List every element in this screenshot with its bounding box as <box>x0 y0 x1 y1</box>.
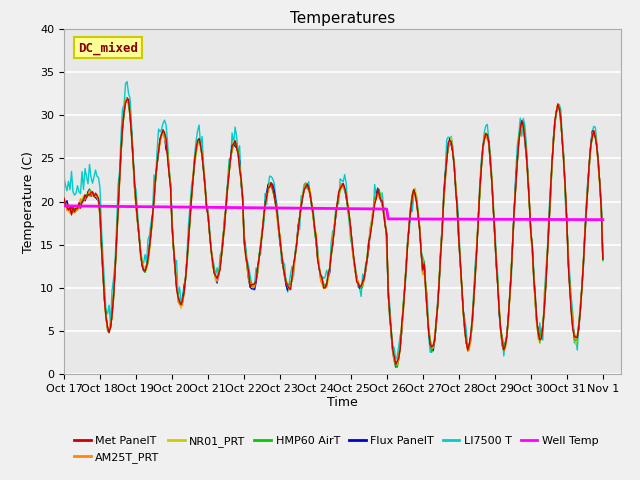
AM25T_PRT <box>240 240 248 246</box>
Met PanelT <box>240 238 248 244</box>
Legend: Met PanelT, AM25T_PRT, NR01_PRT, HMP60 AirT, Flux PanelT, LI7500 T, Well Temp: Met PanelT, AM25T_PRT, NR01_PRT, HMP60 A… <box>70 432 603 467</box>
LI7500 T <box>392 357 399 362</box>
Met PanelT <box>298 203 305 208</box>
Met PanelT <box>392 361 399 367</box>
LI7500 T <box>572 336 580 342</box>
Well Temp <box>296 205 303 211</box>
HMP60 AirT <box>249 284 257 289</box>
Line: Met PanelT: Met PanelT <box>64 99 603 364</box>
Well Temp <box>60 203 68 209</box>
Flux PanelT <box>599 256 607 262</box>
X-axis label: Time: Time <box>327 396 358 408</box>
AM25T_PRT <box>222 204 230 209</box>
NR01_PRT <box>394 363 401 369</box>
Well Temp <box>569 216 577 222</box>
HMP60 AirT <box>599 258 607 264</box>
HMP60 AirT <box>298 203 305 208</box>
LI7500 T <box>123 79 131 84</box>
Flux PanelT <box>572 339 580 345</box>
NR01_PRT <box>599 254 607 260</box>
Met PanelT <box>125 96 132 102</box>
NR01_PRT <box>60 195 68 201</box>
Flux PanelT <box>240 235 248 240</box>
NR01_PRT <box>123 96 131 102</box>
Flux PanelT <box>249 286 257 291</box>
HMP60 AirT <box>572 337 580 343</box>
LI7500 T <box>599 253 607 259</box>
Met PanelT <box>222 203 230 208</box>
NR01_PRT <box>249 285 257 291</box>
AM25T_PRT <box>298 199 305 204</box>
Flux PanelT <box>123 95 131 101</box>
Well Temp <box>599 217 607 223</box>
HMP60 AirT <box>128 130 136 136</box>
Met PanelT <box>128 133 136 139</box>
Met PanelT <box>249 281 257 287</box>
HMP60 AirT <box>122 97 129 103</box>
Well Temp <box>221 204 228 210</box>
Line: NR01_PRT: NR01_PRT <box>64 99 603 366</box>
NR01_PRT <box>222 201 230 206</box>
Line: Well Temp: Well Temp <box>64 206 603 220</box>
Flux PanelT <box>298 205 305 211</box>
Y-axis label: Temperature (C): Temperature (C) <box>22 151 35 252</box>
Line: LI7500 T: LI7500 T <box>64 82 603 360</box>
Well Temp <box>248 205 255 211</box>
NR01_PRT <box>298 203 305 208</box>
Flux PanelT <box>392 364 399 370</box>
Text: DC_mixed: DC_mixed <box>78 41 138 55</box>
AM25T_PRT <box>249 283 257 289</box>
Line: Flux PanelT: Flux PanelT <box>64 98 603 367</box>
HMP60 AirT <box>60 199 68 204</box>
LI7500 T <box>222 195 230 201</box>
NR01_PRT <box>128 133 136 139</box>
NR01_PRT <box>572 342 580 348</box>
Line: HMP60 AirT: HMP60 AirT <box>64 100 603 368</box>
Met PanelT <box>599 256 607 262</box>
Flux PanelT <box>60 198 68 204</box>
Well Temp <box>239 205 246 211</box>
Met PanelT <box>572 334 580 340</box>
HMP60 AirT <box>222 202 230 207</box>
Well Temp <box>126 204 134 209</box>
HMP60 AirT <box>394 365 401 371</box>
AM25T_PRT <box>60 200 68 205</box>
HMP60 AirT <box>240 237 248 243</box>
LI7500 T <box>249 287 257 293</box>
AM25T_PRT <box>599 249 607 255</box>
Flux PanelT <box>128 129 136 135</box>
Line: AM25T_PRT: AM25T_PRT <box>64 99 603 364</box>
NR01_PRT <box>240 239 248 245</box>
LI7500 T <box>60 174 68 180</box>
LI7500 T <box>240 231 248 237</box>
LI7500 T <box>128 122 136 128</box>
AM25T_PRT <box>572 337 580 343</box>
LI7500 T <box>298 193 305 199</box>
AM25T_PRT <box>128 132 136 138</box>
AM25T_PRT <box>125 96 132 102</box>
AM25T_PRT <box>394 361 401 367</box>
Flux PanelT <box>222 204 230 210</box>
Met PanelT <box>60 195 68 201</box>
Title: Temperatures: Temperatures <box>290 11 395 26</box>
